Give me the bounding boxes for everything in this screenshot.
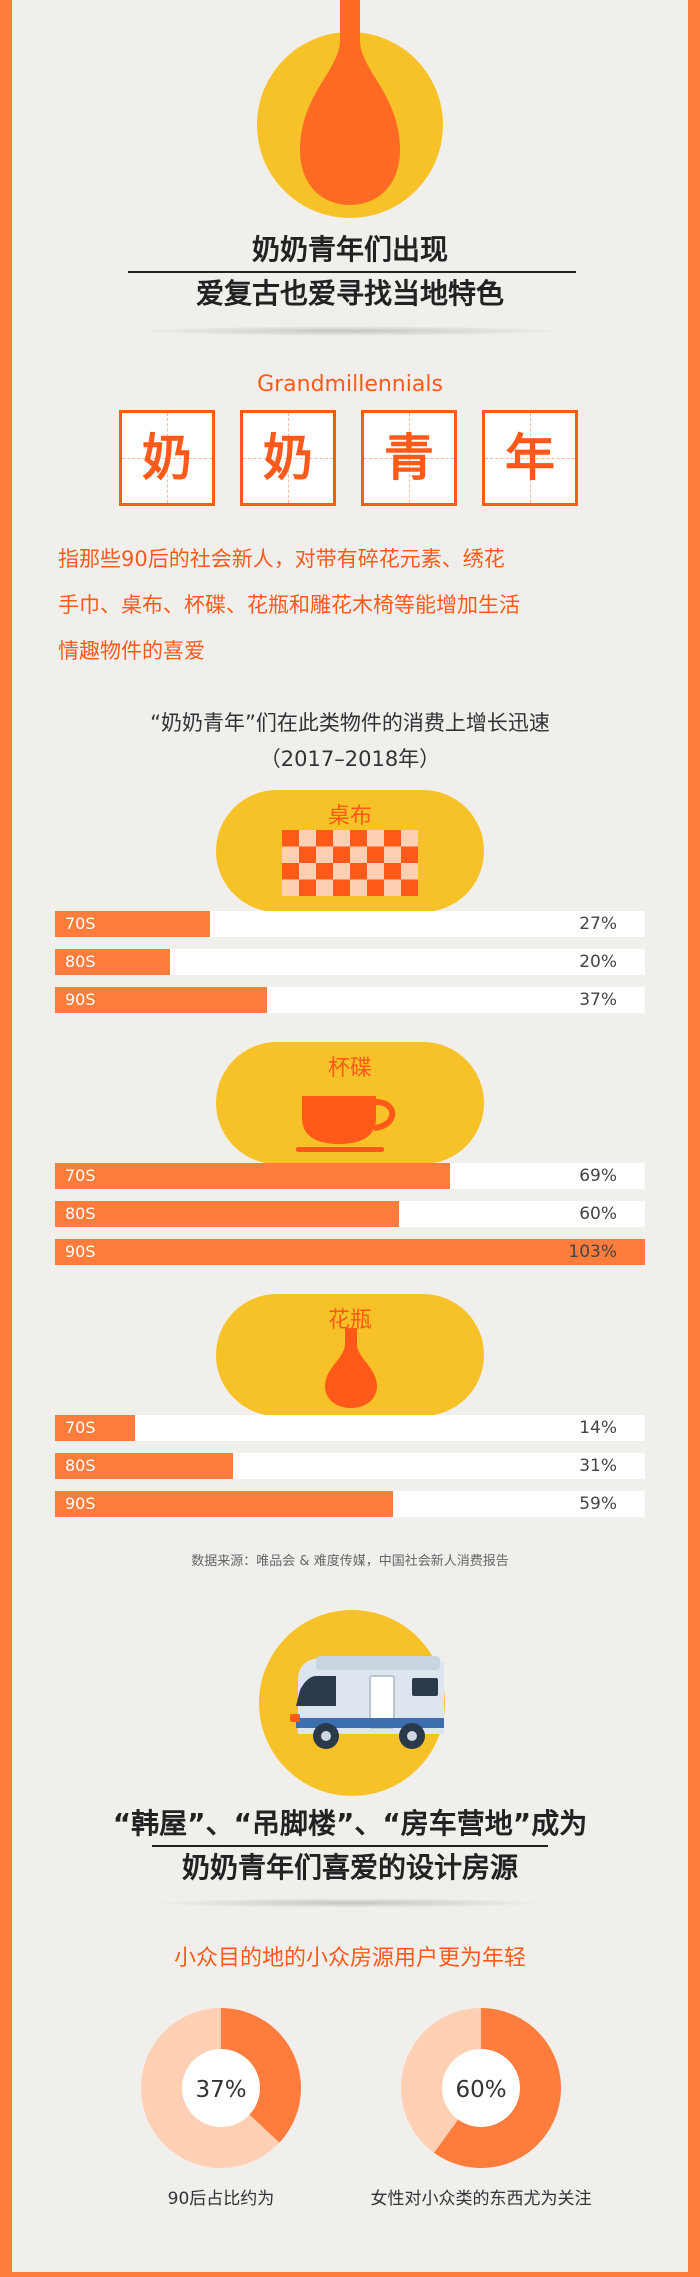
teacup-pill: 杯碟 xyxy=(216,1042,484,1164)
chart-heading-line-2: （2017–2018年） xyxy=(259,747,441,771)
tablecloth-pill: 桌布 xyxy=(216,790,484,912)
chart-title: 桌布 xyxy=(327,804,372,829)
term-description: 指那些90后的社会新人，对带有碎花元素、绣花 手巾、桌布、杯碟、花瓶和雕花木椅等… xyxy=(58,536,668,674)
term-char-3: 青 xyxy=(361,410,457,506)
bar-row: 70S 14% xyxy=(55,1415,645,1441)
bar-category-label: 90S xyxy=(65,1494,96,1513)
bar-category-label: 80S xyxy=(65,1204,96,1223)
bar xyxy=(55,911,210,937)
donut-chart-female: 60% xyxy=(401,2008,561,2168)
bar-value-label: 60% xyxy=(579,1204,617,1224)
title-line-1: 奶奶青年们出现 xyxy=(251,233,448,266)
term-char-1: 奶 xyxy=(119,410,215,506)
bar-category-label: 80S xyxy=(65,1456,96,1475)
bar-row: 70S 69% xyxy=(55,1163,645,1189)
bar-value-label: 103% xyxy=(568,1242,617,1262)
bar-category-label: 90S xyxy=(65,1242,96,1261)
bar-row: 90S 59% xyxy=(55,1491,645,1517)
chart-heading-line-1: “奶奶青年”们在此类物件的消费上增长迅速 xyxy=(150,711,550,735)
pie-slice xyxy=(401,2008,481,2153)
term-char-4: 年 xyxy=(482,410,578,506)
bar-row: 80S 31% xyxy=(55,1453,645,1479)
bar xyxy=(55,1239,645,1265)
donut-chart-90s: 37% xyxy=(141,2008,301,2168)
section2-title-line-1: “韩屋”、“吊脚楼”、“房车营地”成为 xyxy=(112,1807,588,1840)
camper-van-icon xyxy=(290,1656,444,1749)
title-line-2: 爱复古也爱寻找当地特色 xyxy=(195,277,504,310)
english-term: Grandmillennials xyxy=(257,372,443,397)
bar-value-label: 20% xyxy=(579,952,617,972)
bar-row: 90S 37% xyxy=(55,987,645,1013)
bar-category-label: 90S xyxy=(65,990,96,1009)
bar xyxy=(55,949,170,975)
section2-title-line-2: 奶奶青年们喜爱的设计房源 xyxy=(181,1851,518,1884)
bar-value-label: 59% xyxy=(579,1494,617,1514)
section2-divider xyxy=(152,1845,548,1847)
vase-icon xyxy=(300,0,400,205)
bar xyxy=(55,987,267,1013)
bar xyxy=(55,1453,233,1479)
bar-category-label: 70S xyxy=(65,1418,96,1437)
description-line: 手巾、桌布、杯碟、花瓶和雕花木椅等能增加生活 xyxy=(58,593,520,617)
bar-row: 90S 103% xyxy=(55,1239,645,1265)
bar xyxy=(55,1201,399,1227)
bar-category-label: 80S xyxy=(65,952,96,971)
title-shadow xyxy=(130,326,570,336)
bar xyxy=(55,1163,450,1189)
donut-center-label: 37% xyxy=(195,2077,246,2103)
donut-caption: 女性对小众类的东西尤为关注 xyxy=(370,2189,592,2209)
bar-value-label: 14% xyxy=(579,1418,617,1438)
pie-slice xyxy=(221,2008,301,2143)
bar-category-label: 70S xyxy=(65,914,96,933)
bar-value-label: 69% xyxy=(579,1166,617,1186)
bar xyxy=(55,1415,135,1441)
title-divider xyxy=(128,271,576,273)
bar-row: 80S 60% xyxy=(55,1201,645,1227)
chart-title: 杯碟 xyxy=(327,1056,372,1081)
bar-value-label: 31% xyxy=(579,1456,617,1476)
bar xyxy=(55,1491,393,1517)
bar-row: 70S 27% xyxy=(55,911,645,937)
donut-center-label: 60% xyxy=(455,2077,506,2103)
description-line: 情趣物件的喜爱 xyxy=(58,639,205,663)
tablecloth-icon xyxy=(282,830,418,896)
bar-value-label: 37% xyxy=(579,990,617,1010)
vase-icon xyxy=(325,1328,377,1408)
bar-category-label: 70S xyxy=(65,1166,96,1185)
term-char-2: 奶 xyxy=(240,410,336,506)
teacup-icon xyxy=(296,1096,396,1152)
vase-pill: 花瓶 xyxy=(216,1294,484,1416)
bar-value-label: 27% xyxy=(579,914,617,934)
bar-row: 80S 20% xyxy=(55,949,645,975)
description-line: 指那些90后的社会新人，对带有碎花元素、绣花 xyxy=(58,547,505,571)
data-source: 数据来源：唯品会 & 难度传媒，中国社会新人消费报告 xyxy=(191,1554,509,1569)
section2-shadow xyxy=(150,1898,550,1908)
section2-subtitle: 小众目的地的小众房源用户更为年轻 xyxy=(173,1946,526,1971)
donut-caption: 90后占比约为 xyxy=(167,2189,275,2209)
chart-heading: “奶奶青年”们在此类物件的消费上增长迅速 （2017–2018年） xyxy=(12,705,688,777)
